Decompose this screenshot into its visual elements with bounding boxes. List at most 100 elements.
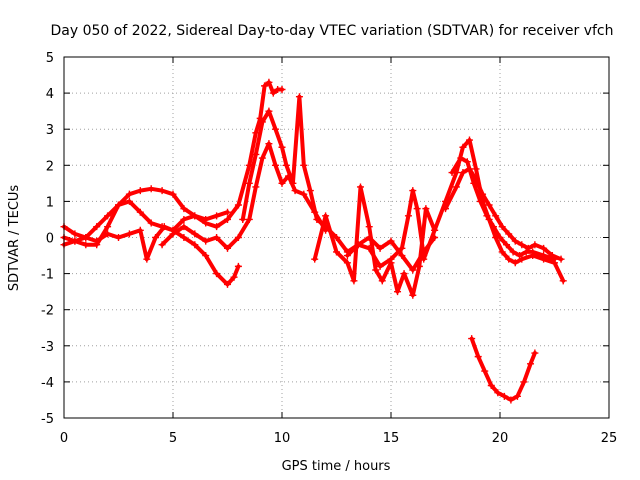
data-point xyxy=(224,208,231,216)
series-line xyxy=(345,188,426,269)
data-point xyxy=(511,259,519,267)
x-tick-label: 15 xyxy=(383,431,400,446)
data-point xyxy=(191,230,199,238)
data-point xyxy=(104,223,112,231)
data-point xyxy=(271,161,279,169)
plot-frame xyxy=(63,56,610,419)
data-point xyxy=(409,266,417,274)
y-tick-label: 3 xyxy=(46,123,54,138)
y-tick-label: 0 xyxy=(46,232,54,247)
series-line xyxy=(469,336,537,402)
data-point xyxy=(143,255,151,263)
y-tick-label: -1 xyxy=(41,268,54,283)
data-point xyxy=(125,230,133,238)
data-point xyxy=(224,215,231,223)
data-point xyxy=(404,212,412,220)
data-point xyxy=(413,205,421,213)
data-point xyxy=(278,85,286,93)
data-point xyxy=(224,244,231,252)
data-point xyxy=(147,219,155,227)
x-tick-label: 20 xyxy=(492,431,509,446)
data-point xyxy=(125,190,133,198)
data-point xyxy=(529,248,537,256)
data-point xyxy=(333,248,340,256)
data-point xyxy=(422,205,430,213)
data-point xyxy=(518,255,526,263)
data-point xyxy=(365,244,373,252)
data-point xyxy=(169,230,177,238)
data-point xyxy=(356,183,364,191)
data-point xyxy=(387,255,395,263)
data-point xyxy=(104,230,112,238)
data-point xyxy=(271,125,279,133)
data-point xyxy=(420,255,428,263)
data-point xyxy=(234,262,242,270)
data-point xyxy=(93,223,101,231)
data-point xyxy=(291,187,299,195)
data-point xyxy=(278,179,286,187)
series-arc-5 xyxy=(239,93,439,274)
data-point xyxy=(459,143,467,151)
data-point xyxy=(258,154,266,162)
data-point xyxy=(398,244,406,252)
data-point xyxy=(400,270,408,278)
data-point xyxy=(213,223,221,231)
data-point xyxy=(468,335,476,343)
data-point xyxy=(431,226,439,234)
data-point xyxy=(252,183,260,191)
data-point xyxy=(213,212,221,220)
data-point xyxy=(509,248,517,256)
data-point xyxy=(265,78,273,86)
data-point xyxy=(213,234,221,241)
data-point xyxy=(487,382,495,390)
data-point xyxy=(180,205,188,213)
data-point xyxy=(82,234,90,241)
data-point xyxy=(239,215,247,223)
data-point xyxy=(230,273,238,281)
data-point xyxy=(306,187,314,195)
data-point xyxy=(265,107,273,115)
data-point xyxy=(442,205,449,213)
y-tick-label: 1 xyxy=(46,195,54,210)
data-point xyxy=(234,234,242,241)
data-point xyxy=(115,201,122,209)
series-arc-10 xyxy=(448,154,558,263)
data-point xyxy=(531,349,539,357)
data-point xyxy=(258,118,266,126)
data-point xyxy=(158,187,166,195)
y-tick-label: 5 xyxy=(46,51,54,66)
data-point xyxy=(498,223,506,231)
data-point xyxy=(531,241,539,249)
series-line xyxy=(312,185,437,298)
data-point xyxy=(472,165,480,173)
x-tick-label: 10 xyxy=(274,431,291,446)
y-tick-label: -3 xyxy=(41,340,54,355)
data-point xyxy=(136,208,144,216)
chart-title: Day 050 of 2022, Sidereal Day-to-day VTE… xyxy=(50,23,613,39)
data-point xyxy=(518,241,526,249)
series-arc-3 xyxy=(60,78,286,263)
data-point xyxy=(496,234,504,241)
y-tick-label: -5 xyxy=(41,412,54,427)
data-point xyxy=(300,190,308,198)
data-point xyxy=(516,252,524,260)
data-point xyxy=(485,201,493,209)
data-point xyxy=(343,259,351,267)
data-point xyxy=(234,201,242,209)
data-point xyxy=(71,237,79,245)
data-point xyxy=(378,277,386,285)
x-tick-label: 0 xyxy=(60,431,68,446)
data-point xyxy=(527,360,535,368)
data-point xyxy=(394,288,402,296)
y-tick-label: 2 xyxy=(46,159,54,174)
data-point xyxy=(481,367,489,375)
data-point xyxy=(511,237,519,245)
data-point xyxy=(93,237,101,245)
data-point xyxy=(160,223,168,231)
data-point xyxy=(513,392,521,400)
series-line xyxy=(160,141,328,251)
data-point xyxy=(522,248,530,256)
data-point xyxy=(398,252,406,260)
data-point xyxy=(136,187,144,195)
